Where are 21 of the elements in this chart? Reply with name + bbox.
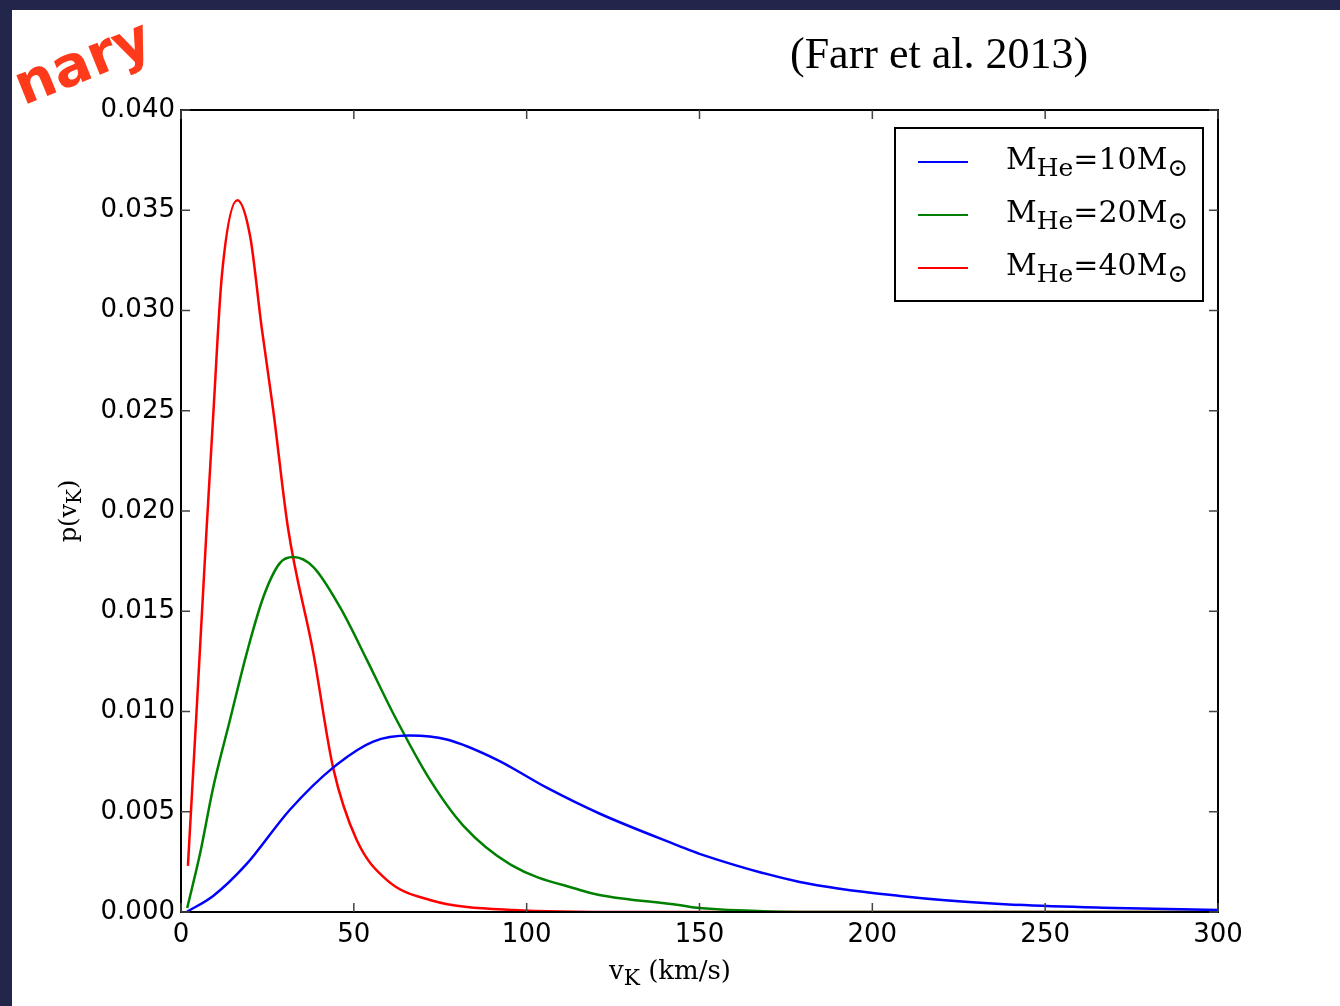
y-tick-label: 0.030 [100, 293, 175, 324]
x-tick-label: 300 [1193, 918, 1243, 949]
y-tick-label: 0.025 [100, 393, 175, 424]
x-axis-title: v$_{K}$ (km/s) [608, 955, 732, 991]
x-tick-label: 200 [847, 918, 898, 949]
y-tick-label: 0.010 [100, 694, 175, 725]
y-tick-label: 0.005 [100, 794, 175, 825]
x-tick-label: 50 [337, 918, 371, 949]
y-tick-label: 0.000 [100, 894, 175, 925]
y-tick-label: 0.035 [100, 193, 175, 223]
x-tick-label: 150 [674, 918, 725, 949]
legend-label: M$_{He}$=10M$_{⊙}$ [1006, 141, 1189, 182]
x-tick-label: 100 [501, 918, 552, 949]
x-tick-label: 250 [1020, 918, 1070, 949]
y-tick-label: 0.020 [100, 493, 175, 524]
chart-title: (Farr et al. 2013) [790, 28, 1089, 79]
legend-label: M$_{He}$=40M$_{⊙}$ [1006, 247, 1189, 288]
legend-label: M$_{He}$=20M$_{⊙}$ [1006, 194, 1189, 235]
line-series [185, 734, 1218, 912]
y-tick-label: 0.015 [100, 594, 175, 624]
x-tick-label: 0 [172, 918, 190, 949]
